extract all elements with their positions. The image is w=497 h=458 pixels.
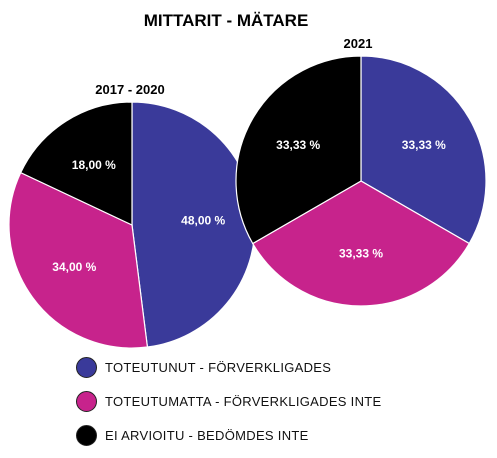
pie-2017-2020-slice-label-2: 18,00 % (72, 158, 116, 172)
legend-label: TOTEUTUNUT - FÖRVERKLIGADES (105, 359, 332, 375)
pie-2017-2020-slice-label-1: 34,00 % (52, 260, 96, 274)
legend-swatch-blue (76, 356, 97, 378)
legend-label: TOTEUTUMATTA - FÖRVERKLIGADES INTE (105, 393, 382, 409)
pie-2021-slice-label-1: 33,33 % (339, 247, 383, 261)
legend-item-ei-arvioitu: EI ARVIOITU - BEDÖMDES INTE (76, 424, 382, 446)
pie-2021-slice-label-2: 33,33 % (276, 138, 320, 152)
pie-2017-2020-title: 2017 - 2020 (95, 82, 164, 97)
legend-swatch-black (76, 424, 97, 446)
legend-label: EI ARVIOITU - BEDÖMDES INTE (105, 427, 309, 443)
pie-2021: 2021 33,33 % 33,33 % 33,33 % (235, 36, 487, 307)
pie-2021-slice-2 (235, 55, 362, 245)
pie-2021-slice-1 (251, 180, 471, 307)
pie-2021-title: 2021 (344, 36, 373, 51)
pie-2021-slice-label-0: 33,33 % (402, 138, 446, 152)
legend-swatch-magenta (76, 390, 97, 412)
chart-title: MITTARIT - MÄTARE (144, 11, 309, 30)
legend-item-toteutunut: TOTEUTUNUT - FÖRVERKLIGADES (76, 356, 382, 378)
pie-2017-2020-slice-2 (19, 101, 133, 226)
legend: TOTEUTUNUT - FÖRVERKLIGADES TOTEUTUMATTA… (76, 356, 382, 458)
legend-item-toteutumatta: TOTEUTUMATTA - FÖRVERKLIGADES INTE (76, 390, 382, 412)
pie-2017-2020-slice-label-0: 48,00 % (181, 214, 225, 228)
pie-2017-2020: 2017 - 2020 48,00 % 34,00 % 18,00 % (8, 82, 256, 349)
pie-2021-slice-0 (360, 55, 487, 245)
